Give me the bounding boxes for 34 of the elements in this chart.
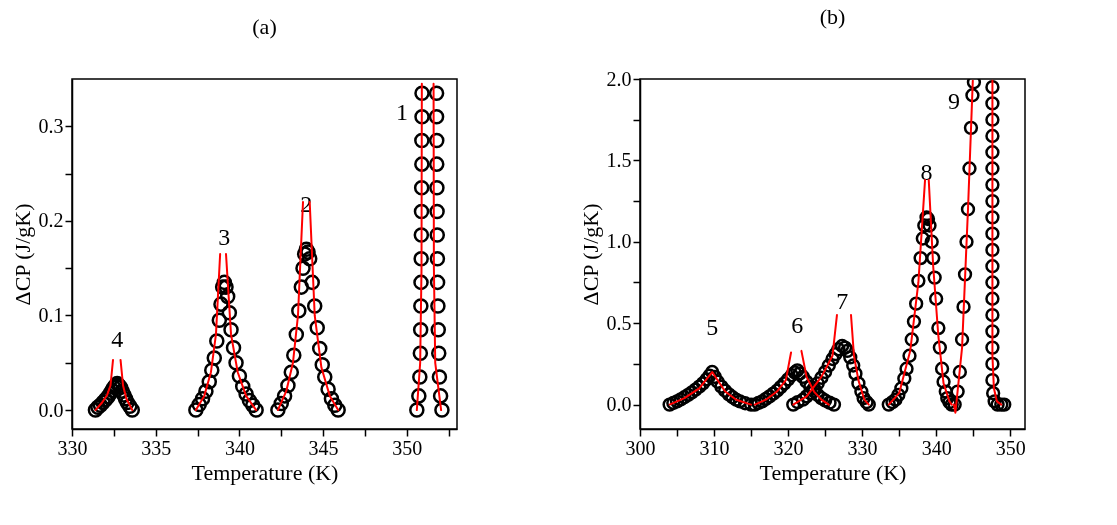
y-axis-title: ΔCP (J/gK) (577, 203, 603, 306)
x-tick-label: 310 (699, 436, 730, 459)
series-label: 7 (836, 287, 849, 314)
y-tick-label: 2.0 (606, 67, 632, 90)
y-tick-label: 0.0 (606, 393, 632, 416)
y-tick-label: 0.5 (606, 311, 632, 334)
chart-title: (a) (252, 14, 277, 39)
series-label: 6 (791, 312, 804, 339)
series-label: 8 (920, 159, 933, 186)
x-axis-title: Temperature (K) (759, 459, 907, 485)
y-tick-label: 0.0 (38, 398, 64, 421)
y-axis-title: ΔCP (J/gK) (9, 203, 35, 306)
series-label: 4 (111, 325, 124, 352)
x-tick-label: 345 (308, 436, 339, 459)
series-label: 9 (947, 88, 960, 115)
x-tick-label: 340 (921, 436, 952, 459)
y-tick-label: 0.1 (38, 303, 64, 326)
x-tick-label: 330 (57, 436, 88, 459)
series-label: 5 (706, 314, 719, 341)
x-tick-label: 350 (995, 436, 1026, 459)
y-tick-label: 1.0 (606, 230, 632, 253)
x-tick-label: 340 (224, 436, 255, 459)
series-label: 1 (396, 99, 409, 126)
x-tick-label: 330 (847, 436, 878, 459)
series-label: 3 (218, 224, 231, 251)
y-tick-label: 0.3 (38, 114, 64, 137)
x-axis-title: Temperature (K) (191, 459, 339, 485)
y-tick-label: 0.2 (38, 209, 64, 232)
x-tick-label: 335 (141, 436, 172, 459)
x-tick-label: 300 (625, 436, 656, 459)
chart-title: (b) (819, 4, 846, 29)
y-tick-label: 1.5 (606, 148, 632, 171)
x-tick-label: 320 (773, 436, 804, 459)
x-tick-label: 350 (392, 436, 423, 459)
